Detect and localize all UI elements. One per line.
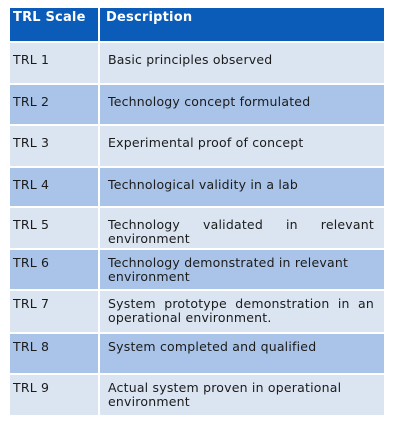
trl-description: Actual system proven in operational envi… <box>100 375 384 415</box>
trl-level: TRL 6 <box>10 250 98 289</box>
trl-description: Technology concept formulated <box>100 85 384 124</box>
trl-description: Experimental proof of concept <box>100 126 384 166</box>
header-trl-scale: TRL Scale <box>10 8 98 41</box>
trl-level: TRL 3 <box>10 126 98 166</box>
trl-level: TRL 1 <box>10 43 98 83</box>
trl-level: TRL 4 <box>10 168 98 206</box>
trl-level: TRL 2 <box>10 85 98 124</box>
trl-description: Basic principles observed <box>100 43 384 83</box>
trl-level: TRL 8 <box>10 334 98 373</box>
trl-description: System completed and qualified <box>100 334 384 373</box>
header-description: Description <box>100 8 384 41</box>
trl-description: System prototype demonstration in an ope… <box>100 291 384 332</box>
trl-level: TRL 5 <box>10 208 98 248</box>
trl-description: Technology validated in relevant environ… <box>100 208 384 248</box>
trl-description: Technological validity in a lab <box>100 168 384 206</box>
trl-scale-table: TRL Scale Description TRL 1 Basic princi… <box>10 8 384 415</box>
trl-description: Technology demonstrated in relevant envi… <box>100 250 384 289</box>
trl-level: TRL 9 <box>10 375 98 415</box>
trl-level: TRL 7 <box>10 291 98 332</box>
